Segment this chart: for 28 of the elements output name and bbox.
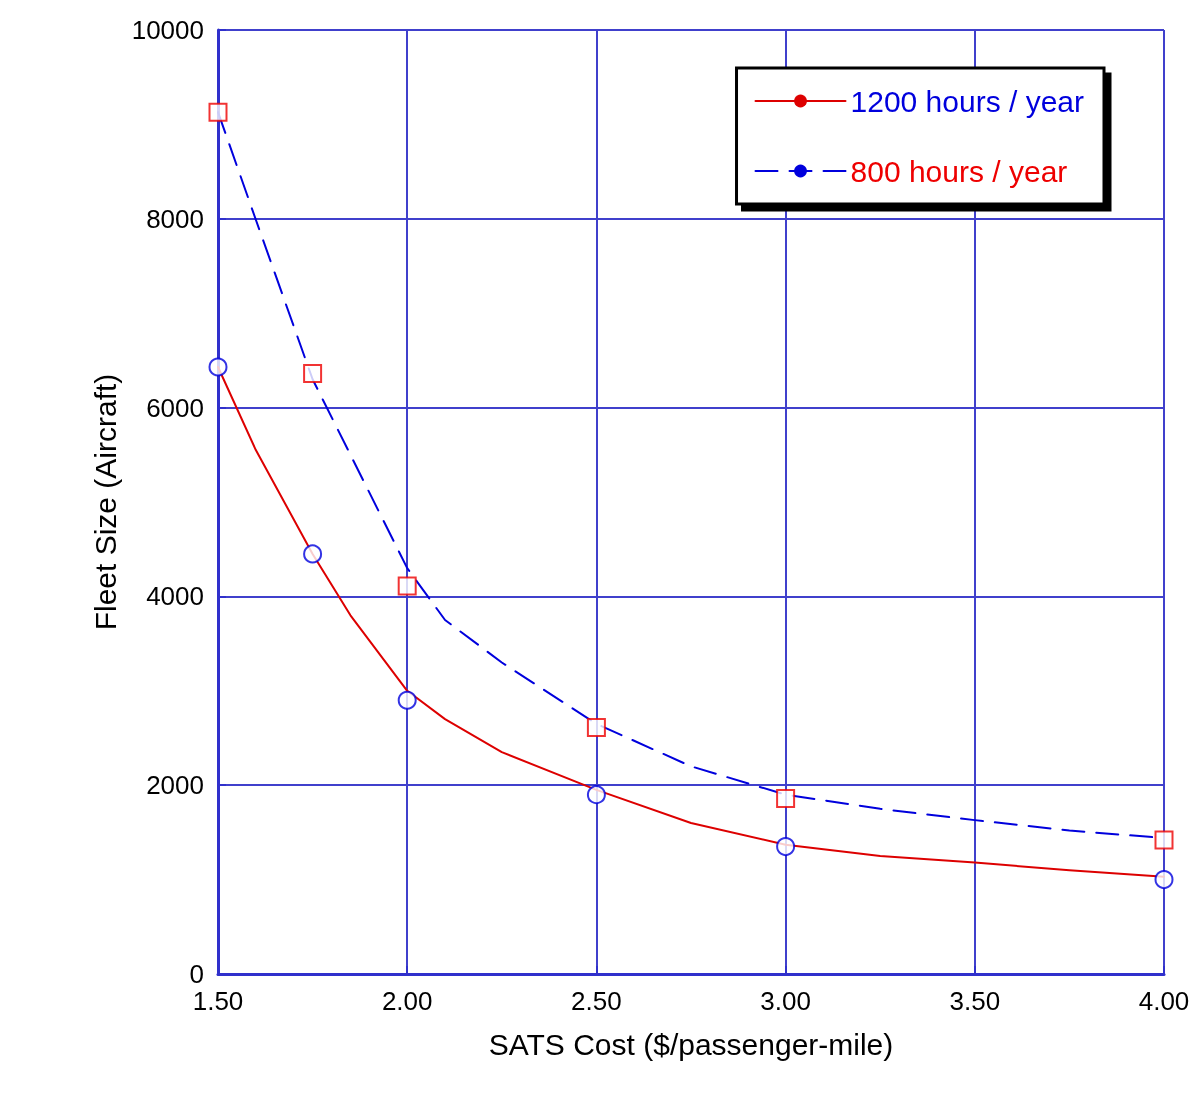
- point: [208, 102, 228, 122]
- x-tick-label: 1.50: [192, 986, 244, 1016]
- point: [208, 357, 228, 377]
- x-tick-label: 2.50: [571, 986, 622, 1016]
- x-axis-title: SATS Cost ($/passenger-mile): [488, 1027, 894, 1061]
- y-tick-label: 4000: [146, 581, 204, 612]
- point: [303, 544, 323, 564]
- y-tick-label: 8000: [146, 203, 204, 234]
- point: [397, 576, 417, 596]
- y-axis-title: Fleet Size (Aircraft): [89, 373, 123, 631]
- point: [303, 364, 323, 384]
- point: [586, 718, 606, 738]
- legend-label: 1200 hours / year: [850, 84, 1085, 118]
- x-tick-label: 2.00: [381, 986, 433, 1016]
- y-tick-label: 2000: [146, 770, 204, 801]
- y-tick-label: 0: [189, 959, 204, 989]
- point: [586, 785, 606, 805]
- point: [397, 690, 417, 710]
- x-tick-label: 3.50: [949, 986, 1001, 1016]
- point: [1154, 830, 1174, 850]
- x-tick-label: 3.00: [760, 986, 811, 1016]
- point: [776, 837, 796, 857]
- point: [1154, 870, 1174, 890]
- legend-label: 800 hours / year: [850, 154, 1068, 188]
- x-tick-label: 4.00: [1138, 986, 1190, 1016]
- y-tick-label: 10000: [131, 15, 204, 45]
- y-tick-label: 6000: [146, 392, 204, 423]
- point: [776, 788, 796, 808]
